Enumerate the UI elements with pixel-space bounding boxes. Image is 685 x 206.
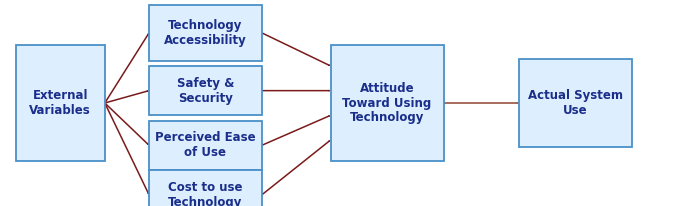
Text: Safety &
Security: Safety & Security	[177, 77, 234, 105]
Text: Perceived Ease
of Use: Perceived Ease of Use	[155, 131, 256, 159]
Text: Actual System
Use: Actual System Use	[528, 89, 623, 117]
FancyBboxPatch shape	[330, 45, 444, 161]
Text: Technology
Accessibility: Technology Accessibility	[164, 19, 247, 47]
FancyBboxPatch shape	[149, 170, 262, 206]
FancyBboxPatch shape	[519, 59, 632, 147]
FancyBboxPatch shape	[16, 45, 105, 161]
FancyBboxPatch shape	[149, 5, 262, 61]
Text: Attitude
Toward Using
Technology: Attitude Toward Using Technology	[342, 82, 432, 124]
FancyBboxPatch shape	[149, 66, 262, 115]
Text: External
Variables: External Variables	[29, 89, 91, 117]
FancyBboxPatch shape	[149, 121, 262, 170]
Text: Cost to use
Technology: Cost to use Technology	[169, 181, 242, 206]
